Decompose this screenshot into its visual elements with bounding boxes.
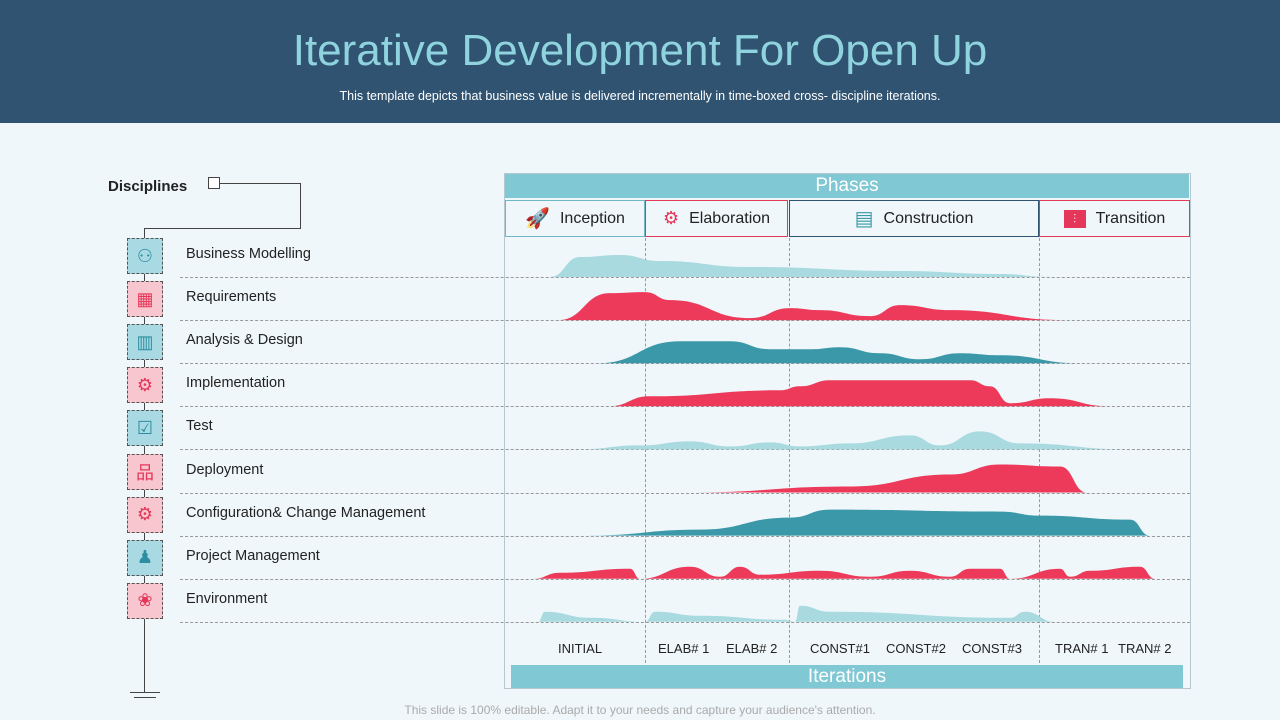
discipline-label: Configuration& Change Management [186, 504, 426, 521]
row-divider [180, 406, 1190, 408]
workload-wave-4 [608, 380, 1110, 407]
iteration-label: ELAB# 2 [726, 641, 778, 656]
footer-note: This slide is 100% editable. Adapt it to… [404, 703, 876, 717]
manager-network-icon: ♟ [127, 539, 163, 576]
ground-line [134, 697, 156, 698]
discipline-label: Requirements [186, 289, 277, 306]
disciplines-title: Disciplines [108, 178, 188, 195]
workload-wave-7 [588, 509, 1150, 536]
page-title: Iterative Development For Open Up [292, 26, 988, 75]
connector-box [208, 177, 220, 189]
connector-line [300, 183, 301, 229]
workload-wave-8 [533, 566, 1155, 579]
clipboard-list-icon: ▦ [127, 281, 163, 318]
gear-icon: ⚙ [127, 367, 163, 404]
row-divider [180, 277, 1190, 278]
flowchart-icon: ⚙ [662, 208, 680, 228]
iteration-label: ELAB# 1 [658, 641, 710, 656]
workload-wave-9 [538, 605, 1055, 622]
discipline-label: Test [186, 418, 213, 435]
workload-wave-1 [550, 255, 1050, 277]
chart-frame [504, 173, 1191, 689]
rocket-icon: 🚀 [525, 208, 550, 230]
connector-line [144, 228, 301, 229]
iteration-label: TRAN# 2 [1118, 641, 1172, 656]
row-divider [180, 363, 1190, 365]
phase-transition: ⫶ Transition [1039, 200, 1190, 237]
row-divider [180, 578, 1190, 580]
hands-globe-icon: ❀ [127, 582, 163, 619]
workload-wave-5 [578, 431, 1130, 450]
phase-label: Inception [559, 209, 625, 227]
phase-label: Elaboration [689, 209, 771, 227]
row-divider [180, 621, 1190, 623]
iteration-label: TRAN# 1 [1055, 641, 1109, 656]
page-subtitle: This template depicts that business valu… [339, 89, 941, 103]
discipline-label: Implementation [186, 375, 286, 392]
row-divider [180, 492, 1190, 494]
checklist-icon: ☑ [127, 410, 163, 447]
iteration-label: CONST#1 [810, 641, 870, 656]
switch-icon: ⫶ [1063, 209, 1086, 228]
row-divider [180, 535, 1190, 537]
workload-wave-6 [690, 464, 1087, 493]
hierarchy-icon: 品 [127, 453, 163, 490]
phases-header: Phases [505, 174, 1189, 198]
phase-divider [645, 238, 646, 663]
discipline-label: Environment [186, 590, 268, 607]
discipline-label: Business Modelling [186, 246, 311, 262]
header: Iterative Development For Open Up This t… [0, 0, 1280, 123]
connector-line [220, 183, 301, 184]
gear-hierarchy-icon: ⚙ [127, 496, 163, 533]
iteration-label: CONST#2 [886, 641, 946, 656]
phase-inception: 🚀 Inception [505, 200, 645, 237]
document-gear-icon: ▤ [854, 208, 874, 230]
ground-line [130, 692, 160, 693]
iteration-label: CONST#3 [962, 641, 1022, 656]
iteration-label: INITIAL [558, 641, 603, 656]
phase-construction: ▤ Construction [789, 200, 1039, 237]
discipline-label: Analysis & Design [186, 332, 303, 349]
row-divider [180, 449, 1190, 451]
analysis-chart-icon: ▥ [127, 324, 163, 361]
phase-label: Transition [1095, 209, 1166, 227]
phase-divider [789, 238, 790, 663]
phase-label: Construction [883, 209, 974, 227]
workload-wave-2 [558, 292, 1065, 321]
team-network-icon: ⚇ [127, 238, 163, 274]
discipline-label: Deployment [186, 461, 264, 478]
iterations-footer: Iterations [511, 665, 1183, 688]
phase-divider [1039, 238, 1040, 663]
workload-wave-3 [598, 341, 1080, 364]
row-divider [180, 320, 1190, 322]
discipline-label: Project Management [186, 547, 320, 564]
phase-elaboration: ⚙ Elaboration [645, 200, 788, 237]
